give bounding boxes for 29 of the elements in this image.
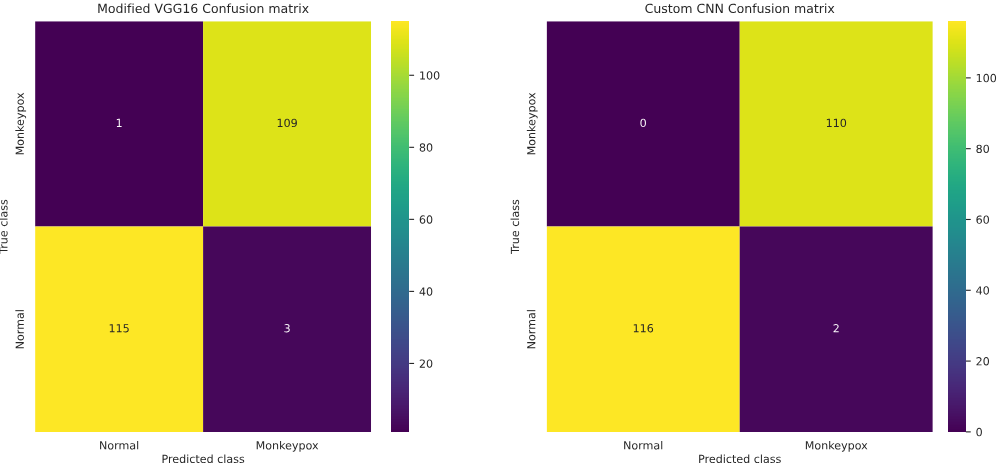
color-bar-label: 40 xyxy=(976,286,990,295)
color-bar-label: 20 xyxy=(976,357,990,366)
data-label: 2 xyxy=(833,324,839,333)
color-bar-label: 80 xyxy=(419,143,433,152)
data-label: 1 xyxy=(116,118,122,127)
data-label: 3 xyxy=(284,324,290,333)
color-bar-label: 100 xyxy=(976,73,997,83)
color-bar-label: 0 xyxy=(976,427,982,437)
color-bar-label: 40 xyxy=(419,287,433,296)
data-label: 116 xyxy=(633,324,654,333)
data-label: 0 xyxy=(640,118,646,128)
data-label: 110 xyxy=(826,118,847,128)
x-tick-label: Normal xyxy=(100,440,139,450)
color-bar-label: 60 xyxy=(419,215,433,224)
y-axis-title: True class xyxy=(0,199,8,254)
color-bar-label: 60 xyxy=(976,215,990,224)
x-tick-label: Monkeypox xyxy=(256,440,319,452)
color-bar-label: 100 xyxy=(420,71,440,80)
color-bar-label: 80 xyxy=(976,144,990,154)
x-axis-title: Predicted class xyxy=(699,454,781,464)
x-tick-label: Monkeypox xyxy=(805,440,868,452)
data-label: 115 xyxy=(109,324,129,333)
data-label: 109 xyxy=(277,118,297,128)
x-tick-label: Normal xyxy=(624,440,663,450)
chart-title: Custom CNN Confusion matrix xyxy=(645,3,835,14)
chart-title: Modified VGG16 Confusion matrix xyxy=(98,3,309,14)
x-axis-title: Predicted class xyxy=(162,454,245,464)
color-bar-label: 20 xyxy=(419,359,433,368)
y-axis-title: True class xyxy=(510,199,520,254)
